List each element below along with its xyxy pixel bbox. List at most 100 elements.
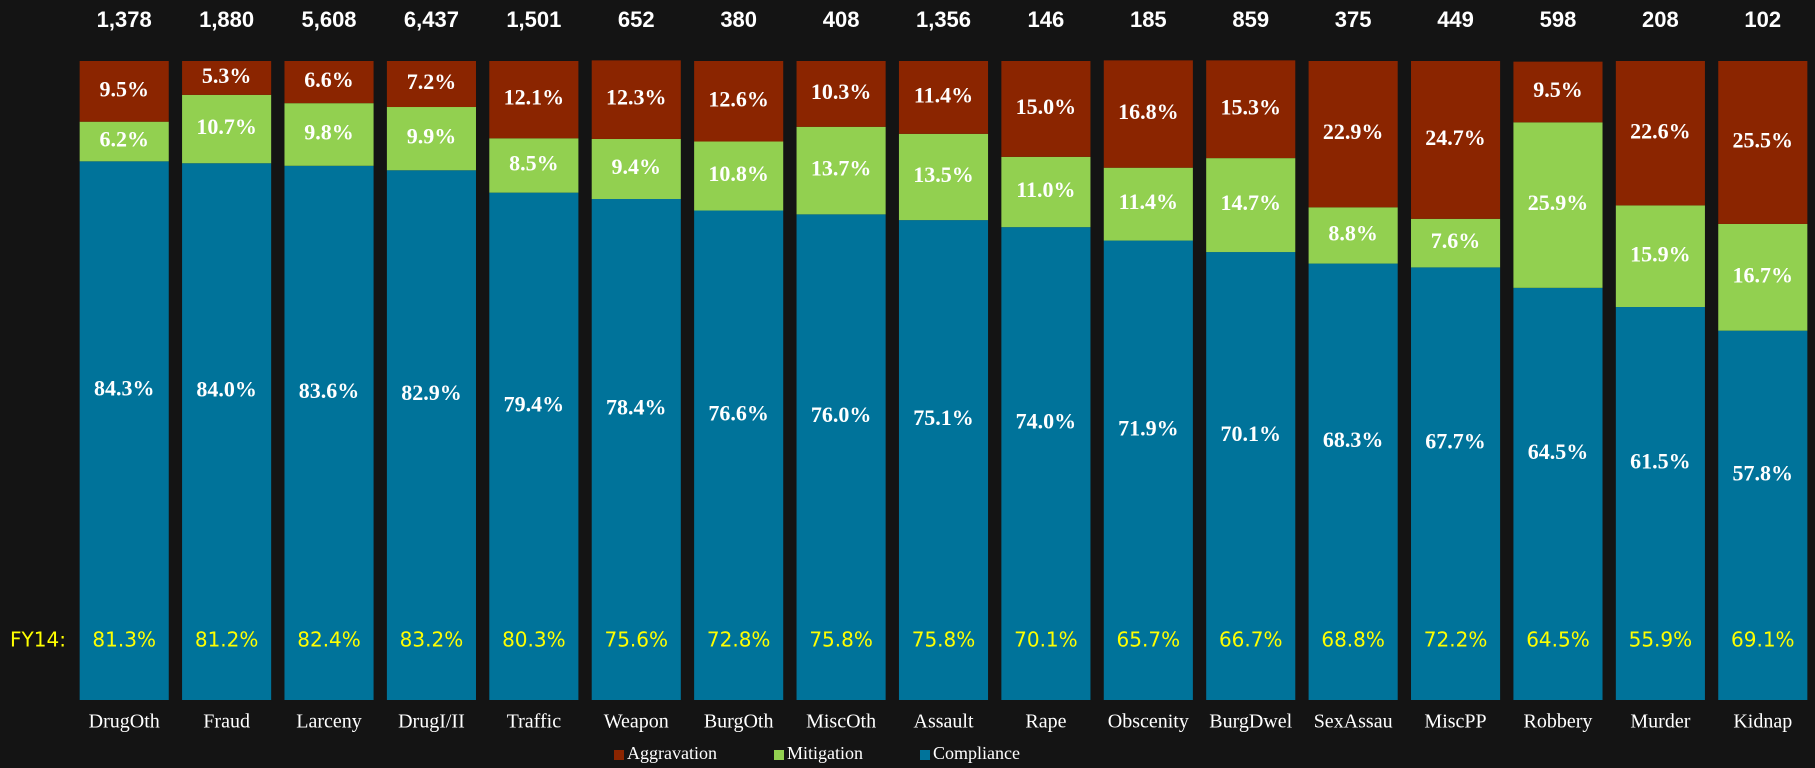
bar-segment xyxy=(1308,263,1398,700)
data-label: 75.1% xyxy=(913,405,974,430)
bar-segment xyxy=(489,61,579,139)
bar-segment xyxy=(284,103,374,166)
data-label: 15.9% xyxy=(1630,241,1691,266)
data-label: 11.0% xyxy=(1016,177,1075,202)
legend-label: Compliance xyxy=(933,743,1020,763)
fy14-value: 81.3% xyxy=(92,628,156,652)
total-label: 375 xyxy=(1335,7,1372,32)
total-label: 185 xyxy=(1130,7,1167,32)
bar-segment xyxy=(386,61,476,108)
data-label: 11.4% xyxy=(914,82,973,107)
data-label: 71.9% xyxy=(1118,415,1179,440)
fy14-value: 72.8% xyxy=(707,628,771,652)
legend-swatch xyxy=(920,750,930,760)
data-label: 74.0% xyxy=(1016,409,1077,434)
data-label: 16.8% xyxy=(1118,99,1179,124)
x-tick-label: SexAssau xyxy=(1314,711,1393,733)
data-label: 22.6% xyxy=(1630,118,1691,143)
bar-segment xyxy=(1411,267,1501,700)
bar-segment xyxy=(1103,167,1193,241)
bar-segment xyxy=(796,126,886,215)
bar-segment xyxy=(796,61,886,127)
data-label: 68.3% xyxy=(1323,427,1384,452)
bar-segment xyxy=(1103,240,1193,700)
data-label: 57.8% xyxy=(1733,460,1794,485)
data-label: 6.2% xyxy=(99,127,149,152)
data-label: 25.5% xyxy=(1733,128,1794,153)
bar-segment xyxy=(1411,218,1501,268)
data-label: 12.6% xyxy=(708,86,769,111)
bar-segment xyxy=(694,61,784,142)
fy14-value: 82.4% xyxy=(297,628,361,652)
x-tick-label: MiscPP xyxy=(1424,711,1486,733)
bar-segment xyxy=(796,214,886,701)
x-tick-label: MiscOth xyxy=(806,711,876,733)
fy14-value: 55.9% xyxy=(1629,628,1693,652)
legend-label: Aggravation xyxy=(627,743,717,763)
bar-segment xyxy=(1513,287,1603,700)
bar-segment xyxy=(694,141,784,211)
bar-segment xyxy=(1615,205,1705,308)
data-label: 9.5% xyxy=(1533,77,1583,102)
bar-segment xyxy=(1001,61,1091,157)
data-label: 12.3% xyxy=(606,85,667,110)
fy14-value: 68.8% xyxy=(1321,628,1385,652)
x-tick-label: Assault xyxy=(914,711,974,733)
bar-segment xyxy=(386,107,476,171)
bar-segment xyxy=(1615,307,1705,700)
fy14-value: 80.3% xyxy=(502,628,566,652)
fy14-value: 66.7% xyxy=(1219,628,1283,652)
data-label: 10.3% xyxy=(811,79,872,104)
total-label: 859 xyxy=(1232,7,1269,32)
bar-segment xyxy=(284,165,374,700)
data-label: 7.6% xyxy=(1431,228,1481,253)
data-label: 11.4% xyxy=(1119,189,1178,214)
bar-segment xyxy=(79,121,169,162)
data-label: 13.5% xyxy=(913,162,974,187)
bar-segment xyxy=(79,61,169,122)
bar-segment xyxy=(386,170,476,701)
x-tick-label: Kidnap xyxy=(1733,711,1792,733)
total-label: 1,501 xyxy=(506,7,561,32)
x-tick-label: Rape xyxy=(1025,711,1066,733)
x-tick-label: DrugOth xyxy=(89,711,160,733)
bar-segment xyxy=(591,138,681,200)
bar-segment xyxy=(1103,60,1193,168)
x-tick-label: Obscenity xyxy=(1108,711,1189,733)
bar-segment xyxy=(1206,252,1296,700)
fy14-value: 69.1% xyxy=(1731,628,1795,652)
total-label: 146 xyxy=(1028,7,1065,32)
x-tick-label: Traffic xyxy=(507,711,562,733)
bar-segment xyxy=(898,61,989,134)
bar-segment xyxy=(1513,61,1603,123)
fy14-value: 72.2% xyxy=(1424,628,1488,652)
fy14-value: 64.5% xyxy=(1526,628,1590,652)
bar-segment xyxy=(79,161,169,700)
total-label: 6,437 xyxy=(404,7,459,32)
x-tick-label: Murder xyxy=(1630,711,1690,733)
bar-segment xyxy=(489,138,579,193)
bar-segment xyxy=(1718,223,1808,331)
total-label: 652 xyxy=(618,7,655,32)
bar-segment xyxy=(1718,61,1808,224)
bar-segment xyxy=(1308,207,1398,264)
data-label: 61.5% xyxy=(1630,449,1691,474)
data-label: 7.2% xyxy=(407,69,457,94)
bar-segment xyxy=(489,192,579,700)
bar-segment xyxy=(1001,227,1091,700)
fy14-value: 83.2% xyxy=(400,628,464,652)
data-label: 70.1% xyxy=(1220,421,1281,446)
data-label: 84.0% xyxy=(196,377,257,402)
data-label: 84.3% xyxy=(94,376,155,401)
data-label: 15.0% xyxy=(1016,94,1077,119)
fy14-value: 81.2% xyxy=(195,628,259,652)
fy14-value: 75.6% xyxy=(604,628,668,652)
total-label: 1,378 xyxy=(97,7,152,32)
data-label: 25.9% xyxy=(1528,190,1589,215)
data-label: 76.6% xyxy=(708,400,769,425)
bar-segment xyxy=(591,199,681,701)
total-label: 598 xyxy=(1540,7,1577,32)
fy14-label: FY14: xyxy=(10,628,66,652)
fy14-value: 65.7% xyxy=(1117,628,1181,652)
